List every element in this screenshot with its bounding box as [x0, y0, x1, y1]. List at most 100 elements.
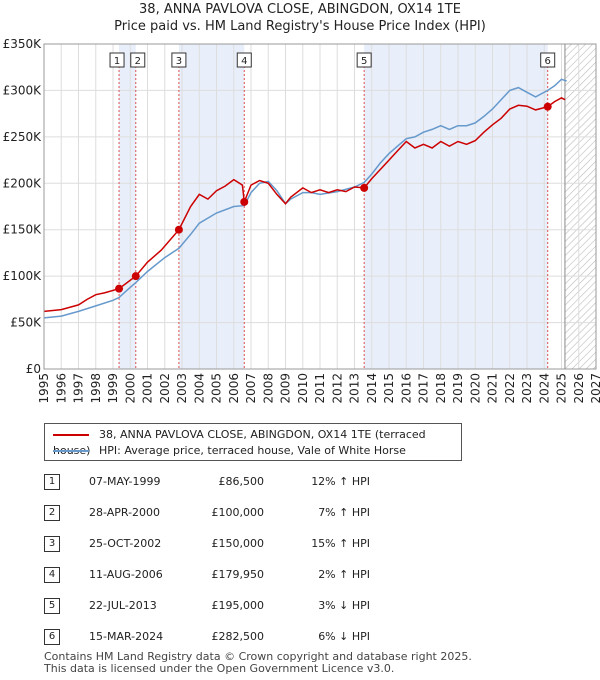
x-tick-label: 2005	[210, 373, 224, 404]
transaction-price: £150,000	[211, 537, 265, 550]
transaction-number: 3	[44, 536, 60, 552]
hpi-line	[44, 78, 567, 319]
transaction-date: 22-JUL-2013	[89, 599, 157, 612]
y-tick-label: £100K	[3, 269, 43, 283]
x-tick-label: 2004	[192, 373, 206, 404]
sale-point	[115, 284, 124, 293]
x-tick-label: 1995	[37, 373, 51, 404]
x-tick-label: 1999	[106, 373, 120, 404]
chart-title-line1: 38, ANNA PAVLOVA CLOSE, ABINGDON, OX14 1…	[139, 2, 461, 17]
transaction-number: 4	[44, 567, 60, 583]
transaction-row: 1 07-MAY-1999 £86,500 12% ↑ HPI	[44, 472, 404, 503]
transaction-row: 4 11-AUG-2006 £179,950 2% ↑ HPI	[44, 565, 404, 596]
transaction-date: 28-APR-2000	[89, 506, 161, 519]
forecast-hatch	[564, 44, 596, 369]
transaction-number: 5	[44, 598, 60, 614]
transaction-hpi-delta: 3% ↓ HPI	[318, 599, 370, 612]
x-tick-label: 2007	[244, 373, 258, 404]
chart-legend: 38, ANNA PAVLOVA CLOSE, ABINGDON, OX14 1…	[44, 423, 462, 461]
x-tick-label: 2025	[555, 373, 569, 404]
ownership-band	[119, 44, 136, 369]
transaction-hpi-delta: 2% ↑ HPI	[318, 568, 370, 581]
transaction-price: £100,000	[211, 506, 265, 519]
sale-marker-box	[171, 52, 187, 68]
property-price-line	[44, 97, 566, 313]
sale-marker-label: 3	[176, 56, 182, 67]
transaction-date: 11-AUG-2006	[89, 568, 163, 581]
legend-swatch-property	[53, 434, 89, 436]
transaction-number: 1	[44, 474, 60, 490]
x-tick-label: 2015	[382, 373, 396, 404]
sale-point	[360, 183, 369, 192]
transactions-table: 1 07-MAY-1999 £86,500 12% ↑ HPI 2 28-APR…	[44, 472, 404, 658]
sale-marker-label: 6	[545, 56, 551, 67]
legend-item-hpi: HPI: Average price, terraced house, Vale…	[53, 443, 406, 459]
y-tick-label: £250K	[3, 130, 43, 144]
x-tick-label: 2002	[158, 373, 172, 404]
transaction-date: 15-MAR-2024	[89, 630, 164, 643]
transaction-hpi-delta: 15% ↑ HPI	[311, 537, 370, 550]
x-tick-label: 2001	[141, 373, 155, 404]
y-tick-label: £50K	[10, 316, 42, 330]
x-tick-label: 2012	[330, 373, 344, 404]
sale-marker-box	[130, 52, 146, 68]
sale-marker-label: 1	[114, 56, 120, 67]
legend-swatch-hpi	[53, 450, 89, 452]
x-tick-label: 2018	[434, 373, 448, 404]
x-tick-label: 2008	[261, 373, 275, 404]
ownership-band	[364, 44, 548, 369]
sale-marker-box	[109, 52, 125, 68]
x-tick-label: 2009	[279, 373, 293, 404]
transaction-row: 5 22-JUL-2013 £195,000 3% ↓ HPI	[44, 596, 404, 627]
x-tick-label: 2013	[348, 373, 362, 404]
legend-item-property: 38, ANNA PAVLOVA CLOSE, ABINGDON, OX14 1…	[53, 427, 461, 457]
sale-marker-box	[236, 52, 252, 68]
x-tick-label: 2017	[417, 373, 431, 404]
transaction-date: 25-OCT-2002	[89, 537, 162, 550]
transaction-row: 2 28-APR-2000 £100,000 7% ↑ HPI	[44, 503, 404, 534]
x-tick-label: 2010	[296, 373, 310, 404]
transaction-price: £179,950	[211, 568, 265, 581]
transaction-price: £195,000	[211, 599, 265, 612]
x-tick-label: 2006	[227, 373, 241, 404]
x-tick-label: 2024	[537, 373, 551, 404]
x-tick-label: 2016	[399, 373, 413, 404]
y-tick-label: £300K	[3, 83, 43, 97]
y-tick-label: £150K	[3, 223, 43, 237]
price-chart: 1 2 3 4 5 6 £0 £50K £100K £150K £200K £250K £300K £35…	[3, 37, 600, 404]
y-tick-label: £0	[26, 362, 41, 376]
sale-point	[131, 272, 140, 281]
x-tick-label: 2027	[589, 373, 600, 404]
sale-marker-label: 2	[135, 56, 141, 67]
chart-title-line2: Price paid vs. HM Land Registry's House …	[114, 19, 486, 34]
sale-point	[543, 102, 552, 111]
x-tick-label: 2021	[486, 373, 500, 404]
transaction-hpi-delta: 6% ↓ HPI	[318, 630, 370, 643]
transaction-date: 07-MAY-1999	[89, 475, 161, 488]
sale-point	[174, 225, 183, 234]
x-tick-label: 2003	[175, 373, 189, 404]
x-tick-label: 1997	[72, 373, 86, 404]
x-tick-label: 2022	[503, 373, 517, 404]
footer-licence: This data is licensed under the Open Gov…	[44, 662, 395, 675]
x-tick-label: 2014	[365, 373, 379, 404]
x-tick-label: 2023	[520, 373, 534, 404]
transaction-hpi-delta: 12% ↑ HPI	[311, 475, 370, 488]
sale-marker-label: 4	[241, 56, 247, 67]
plot-frame	[43, 43, 597, 370]
x-tick-label: 2020	[468, 373, 482, 404]
x-tick-label: 1996	[54, 373, 68, 404]
sale-marker-box	[356, 52, 372, 68]
x-tick-label: 2000	[123, 373, 137, 404]
sale-marker-box	[540, 52, 556, 68]
sale-point	[240, 197, 249, 206]
transaction-row: 3 25-OCT-2002 £150,000 15% ↑ HPI	[44, 534, 404, 565]
transaction-row: 6 15-MAR-2024 £282,500 6% ↓ HPI	[44, 627, 404, 658]
transaction-number: 2	[44, 505, 60, 521]
footer-copyright: Contains HM Land Registry data © Crown c…	[44, 650, 472, 663]
transaction-price: £86,500	[218, 475, 265, 488]
x-tick-label: 2011	[313, 373, 327, 404]
sale-marker-label: 5	[361, 56, 367, 67]
transaction-number: 6	[44, 629, 60, 645]
legend-label-hpi: HPI: Average price, terraced house, Vale…	[99, 444, 406, 457]
